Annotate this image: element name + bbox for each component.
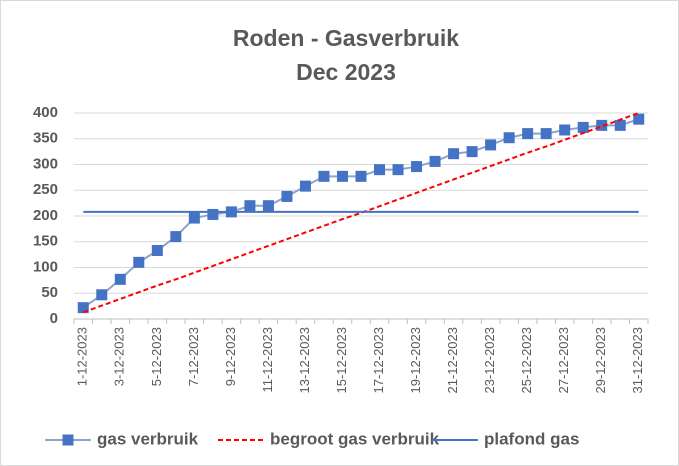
marker	[429, 155, 441, 167]
x-tick-label: 15-12-2023	[334, 327, 349, 394]
marker	[355, 170, 367, 182]
legend-label: gas verbruik	[97, 429, 199, 448]
x-tick-label: 29-12-2023	[593, 327, 608, 394]
y-tick-label: 400	[33, 104, 58, 121]
marker	[374, 164, 386, 176]
marker	[503, 132, 515, 144]
marker	[188, 212, 200, 224]
marker	[170, 231, 182, 243]
x-tick-label: 31-12-2023	[630, 327, 645, 394]
marker	[577, 121, 589, 133]
marker	[318, 170, 330, 182]
x-tick-label: 7-12-2023	[186, 327, 201, 386]
x-tick-label: 1-12-2023	[75, 327, 90, 386]
marker	[77, 302, 89, 314]
marker	[411, 161, 423, 173]
chart-title: Roden - Gasverbruik	[233, 25, 459, 51]
x-tick-label: 19-12-2023	[408, 327, 423, 394]
marker	[614, 119, 626, 131]
x-tick-label: 13-12-2023	[297, 327, 312, 394]
marker	[466, 146, 478, 158]
chart-subtitle: Dec 2023	[296, 59, 396, 85]
x-tick-label: 9-12-2023	[223, 327, 238, 386]
marker	[151, 245, 163, 257]
y-tick-label: 100	[33, 258, 58, 275]
marker	[281, 190, 293, 202]
x-tick-label: 25-12-2023	[519, 327, 534, 394]
marker	[522, 128, 534, 140]
marker	[485, 139, 497, 151]
marker	[133, 256, 145, 268]
marker	[336, 170, 348, 182]
y-tick-label: 200	[33, 207, 58, 224]
marker	[207, 208, 219, 220]
y-tick-label: 0	[50, 310, 58, 327]
marker	[540, 128, 552, 140]
y-tick-label: 350	[33, 130, 58, 147]
marker	[96, 289, 108, 301]
marker	[392, 164, 404, 176]
legend-label: plafond gas	[484, 429, 579, 448]
y-tick-label: 250	[33, 181, 58, 198]
marker	[114, 273, 126, 285]
marker	[596, 119, 608, 131]
x-tick-label: 3-12-2023	[112, 327, 127, 386]
marker	[559, 124, 571, 136]
legend-marker	[62, 434, 74, 446]
marker	[299, 180, 311, 192]
marker	[262, 200, 274, 212]
y-tick-label: 300	[33, 155, 58, 172]
x-tick-label: 11-12-2023	[260, 327, 275, 393]
x-tick-label: 21-12-2023	[445, 327, 460, 394]
x-tick-label: 17-12-2023	[371, 327, 386, 394]
series-line	[82, 112, 640, 314]
legend-label: begroot gas verbruik	[270, 429, 440, 448]
x-tick-label: 23-12-2023	[482, 327, 497, 394]
x-tick-label: 5-12-2023	[149, 327, 164, 386]
y-tick-label: 50	[41, 284, 58, 301]
marker	[633, 113, 645, 125]
marker	[244, 200, 256, 212]
y-tick-label: 150	[33, 233, 58, 250]
marker	[448, 148, 460, 160]
x-tick-label: 27-12-2023	[556, 327, 571, 394]
